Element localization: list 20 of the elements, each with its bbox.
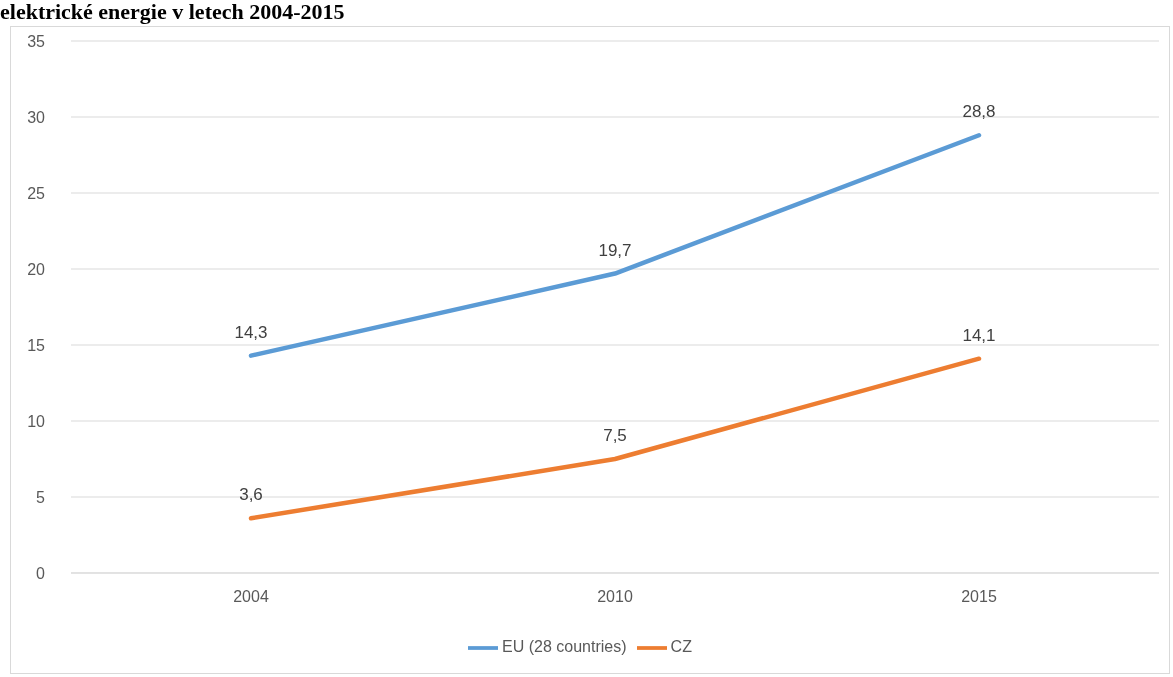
x-tick-label: 2015: [961, 588, 997, 606]
y-tick-label: 25: [27, 184, 46, 202]
y-tick-label: 30: [27, 108, 46, 126]
data-label: 7,5: [603, 426, 627, 445]
data-label: 14,3: [234, 322, 268, 342]
data-label: 19,7: [598, 240, 632, 260]
legend-label: EU (28 countries): [502, 638, 627, 656]
data-label: 28,8: [962, 102, 996, 122]
y-tick-label: 10: [27, 412, 46, 430]
data-label: 3,6: [239, 485, 263, 505]
y-tick-label: 20: [27, 260, 46, 278]
y-tick-label: 35: [27, 32, 46, 50]
y-tick-label: 15: [27, 336, 46, 354]
x-tick-label: 2004: [233, 588, 269, 606]
data-label: 14,1: [962, 325, 996, 345]
y-tick-label: 0: [36, 564, 46, 582]
chart-title: elektrické energie v letech 2004-2015: [0, 0, 346, 24]
x-tick-label: 2010: [597, 588, 633, 606]
legend-label: CZ: [670, 638, 692, 656]
y-tick-label: 5: [36, 488, 46, 506]
